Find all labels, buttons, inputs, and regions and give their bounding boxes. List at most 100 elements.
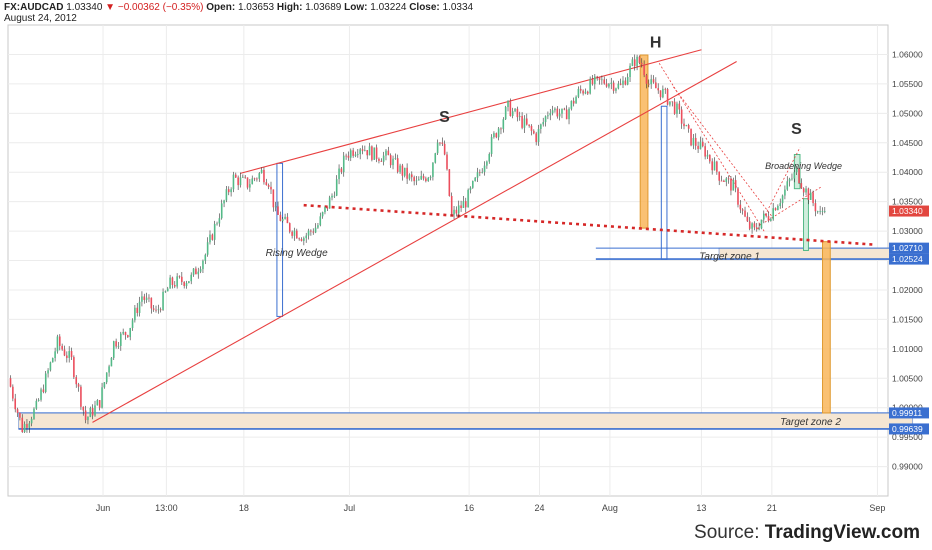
candle-body [87, 416, 89, 421]
candle-body [490, 137, 493, 155]
candle-body [542, 122, 545, 125]
candle-body [131, 320, 134, 329]
candle-body [824, 211, 826, 212]
candle-body [551, 110, 554, 114]
candle-body [549, 113, 552, 116]
zone-price-label-bg [889, 423, 929, 435]
source-name[interactable]: TradingView.com [764, 522, 920, 543]
candle-body [216, 223, 218, 225]
zone-price-label-bg [889, 253, 929, 265]
candle-body [279, 214, 282, 221]
price-tick-label: 0.99500 [892, 432, 923, 442]
candle-body [652, 79, 655, 83]
candle-body [521, 115, 523, 128]
candle-body [448, 169, 451, 196]
candle-body [648, 83, 650, 85]
target-zones [18, 247, 914, 430]
candle-body [603, 79, 606, 84]
candle-body [380, 160, 383, 162]
time-axis[interactable]: Jun 13:00 18 Jul 16 24 Aug 13 21 Sep [96, 503, 886, 513]
candle-body [396, 158, 399, 172]
candle-body [441, 142, 444, 144]
price-tick-label: 1.06000 [892, 49, 923, 59]
candle-body [347, 155, 350, 158]
chart-date: August 24, 2012 [4, 13, 77, 24]
candle-body [122, 332, 124, 334]
candle-body [30, 418, 33, 424]
candle-body [626, 76, 629, 85]
candle-body [516, 108, 519, 118]
candle-body [169, 277, 171, 289]
candle-body [450, 195, 453, 215]
candle-body [427, 177, 430, 182]
zone-price-label: 1.02710 [892, 243, 923, 253]
price-tick-label: 1.02000 [892, 285, 923, 295]
candle-body [120, 333, 122, 346]
candle-body [235, 174, 237, 178]
symbol[interactable]: FX:AUDCAD [4, 2, 64, 13]
candle-body [89, 407, 92, 417]
candle-body [819, 211, 821, 212]
candle-body [242, 176, 244, 178]
candle-body [42, 389, 45, 393]
candle-body [108, 366, 110, 373]
candle-body [199, 269, 202, 272]
candle-body [75, 377, 78, 385]
candle-body [312, 231, 315, 233]
candle-body [493, 133, 495, 138]
candle-body [314, 227, 317, 233]
candle-body [403, 167, 406, 176]
candle-body [28, 423, 31, 428]
candle-body [260, 169, 263, 174]
candle-body [434, 153, 437, 163]
candle-body [643, 64, 645, 76]
price-axis[interactable]: 0.990000.995001.000001.005001.010001.015… [892, 49, 923, 471]
candle-body [359, 149, 361, 155]
time-tick-label: Jun [96, 503, 111, 513]
candle-body [230, 189, 232, 193]
candle-body [300, 239, 303, 241]
candle-body [392, 158, 394, 166]
candle-body [49, 362, 52, 371]
candle-body [338, 168, 340, 180]
candle-body [303, 238, 305, 241]
candle-body [701, 141, 704, 147]
candle-body [333, 195, 336, 197]
candle-body [375, 147, 378, 159]
candle-body [63, 349, 66, 356]
candle-body [617, 83, 620, 89]
annotations: H S S Rising Wedge Broadening Wedge Target zo… [266, 34, 842, 427]
measure-box [803, 198, 809, 251]
candles[interactable] [9, 54, 826, 433]
price-tick-label: 1.00500 [892, 373, 923, 383]
candle-body [779, 203, 782, 207]
candle-body [68, 351, 70, 358]
candle-body [692, 137, 695, 146]
candle-body [59, 336, 61, 346]
candle-body [387, 150, 390, 156]
candle-body [408, 174, 411, 179]
candle-body [141, 296, 143, 302]
candle-body [528, 124, 530, 126]
candle-body [502, 119, 505, 130]
trend-line [303, 203, 875, 246]
candle-body [105, 372, 108, 383]
candle-body [185, 282, 188, 286]
candle-body [232, 174, 235, 190]
price-tick-label: 1.05000 [892, 108, 923, 118]
time-tick-label: 24 [535, 503, 545, 513]
symbol-header: FX:AUDCAD 1.03340 ▼ −0.00362 (−0.35%) Op… [4, 2, 473, 14]
candle-body [457, 205, 460, 214]
candle-body [596, 76, 598, 78]
candle-body [800, 183, 803, 189]
target-zone [18, 412, 914, 430]
candle-body [413, 177, 415, 182]
candle-body [704, 146, 706, 157]
candle-body [371, 146, 373, 160]
candle-body [716, 161, 718, 172]
candle-body [47, 370, 49, 374]
time-tick-label: 21 [767, 503, 777, 513]
price-tick-label: 1.01500 [892, 314, 923, 324]
price-change: −0.00362 (−0.35%) [117, 2, 204, 13]
